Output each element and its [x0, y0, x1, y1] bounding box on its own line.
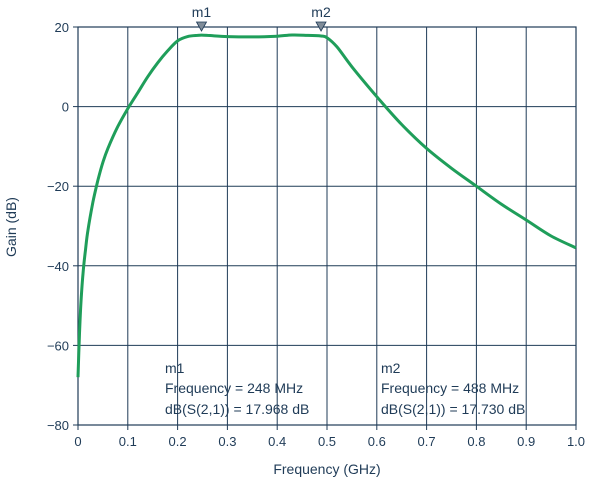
- annotation-m1-line-2: Frequency = 248 MHz: [165, 380, 303, 396]
- x-tick-label-8: 0.8: [467, 434, 485, 449]
- grid: [73, 26, 577, 430]
- marker-m1-triangle: [195, 21, 208, 32]
- marker-m2-label: m2: [311, 4, 331, 20]
- y-axis-label: Gain (dB): [3, 197, 19, 257]
- y-tick-label-5: −80: [47, 418, 69, 433]
- x-axis-label: Frequency (GHz): [273, 461, 380, 477]
- plot-frame: [77, 26, 577, 426]
- y-tick-label-2: −20: [47, 179, 69, 194]
- annotation-m2: m2 Frequency = 488 MHz dB(S(2,1)) = 17.7…: [381, 360, 525, 417]
- annotation-m1: m1 Frequency = 248 MHz dB(S(2,1)) = 17.9…: [165, 360, 309, 417]
- annotation-m1-line-1: m1: [165, 360, 185, 376]
- markers: m1 m2: [192, 4, 331, 32]
- x-tick-label-3: 0.3: [218, 434, 236, 449]
- x-tick-label-2: 0.2: [169, 434, 187, 449]
- x-tick-label-9: 0.9: [517, 434, 535, 449]
- annotation-m2-line-3: dB(S(2,1)) = 17.730 dB: [381, 401, 525, 417]
- gain-curve: [76, 33, 577, 378]
- x-tick-labels: 0 0.1 0.2 0.3 0.4 0.5 0.6 0.7 0.8 0.9 1.0: [74, 434, 585, 449]
- x-tick-label-4: 0.4: [268, 434, 286, 449]
- annotation-m2-line-1: m2: [381, 360, 401, 376]
- annotation-m2-line-2: Frequency = 488 MHz: [381, 380, 519, 396]
- y-tick-label-1: 0: [62, 100, 69, 115]
- y-tick-label-4: −60: [47, 338, 69, 353]
- y-tick-label-3: −40: [47, 259, 69, 274]
- x-tick-label-7: 0.7: [418, 434, 436, 449]
- marker-m1-label: m1: [192, 4, 212, 20]
- annotation-m1-line-3: dB(S(2,1)) = 17.968 dB: [165, 401, 309, 417]
- x-tick-label-6: 0.6: [368, 434, 386, 449]
- x-tick-label-5: 0.5: [318, 434, 336, 449]
- y-tick-label-0: 20: [55, 20, 69, 35]
- marker-m2-triangle: [315, 21, 327, 32]
- y-tick-labels: 20 0 −20 −40 −60 −80: [47, 20, 69, 433]
- x-tick-label-10: 1.0: [567, 434, 585, 449]
- x-tick-label-1: 0.1: [119, 434, 137, 449]
- x-tick-label-0: 0: [74, 434, 81, 449]
